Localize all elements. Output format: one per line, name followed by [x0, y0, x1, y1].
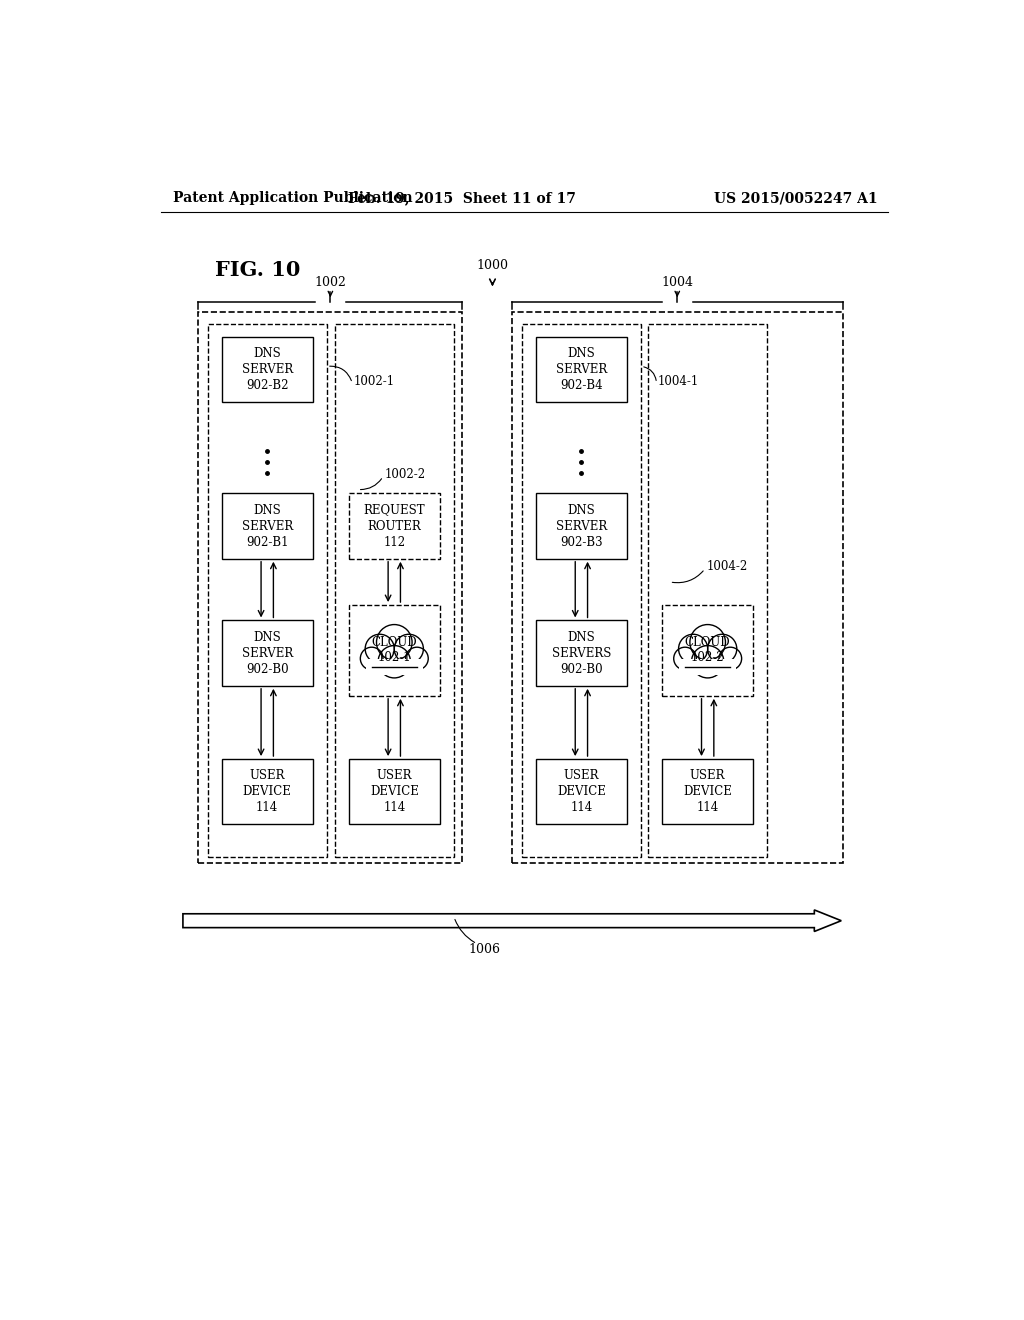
Ellipse shape [366, 630, 423, 671]
Circle shape [674, 647, 696, 669]
Bar [208, 323, 327, 857]
Circle shape [679, 635, 708, 664]
Bar [536, 620, 627, 686]
Circle shape [366, 635, 394, 664]
Bar [349, 494, 439, 558]
Text: US 2015/0052247 A1: US 2015/0052247 A1 [714, 191, 878, 206]
Text: CLOUD
102-1: CLOUD 102-1 [372, 636, 417, 664]
Text: 1002-1: 1002-1 [354, 375, 395, 388]
Bar [521, 323, 641, 857]
Text: 1000: 1000 [476, 259, 509, 272]
Bar [199, 313, 463, 863]
Circle shape [406, 647, 428, 669]
Circle shape [691, 645, 724, 678]
Text: DNS
SERVERS
902-B0: DNS SERVERS 902-B0 [552, 631, 611, 676]
Circle shape [394, 635, 423, 664]
Text: DNS
SERVER
902-B2: DNS SERVER 902-B2 [242, 347, 293, 392]
FancyArrow shape [183, 909, 842, 932]
Bar [366, 659, 423, 675]
Text: DNS
SERVER
902-B3: DNS SERVER 902-B3 [556, 503, 607, 549]
Text: USER
DEVICE
114: USER DEVICE 114 [243, 770, 292, 814]
Text: DNS
SERVER
902-B4: DNS SERVER 902-B4 [556, 347, 607, 392]
Text: FIG. 10: FIG. 10 [215, 260, 301, 280]
Bar [536, 759, 627, 825]
Bar [536, 494, 627, 558]
Text: 1002: 1002 [314, 276, 346, 289]
Text: 1004-2: 1004-2 [707, 560, 748, 573]
Text: CLOUD
102-2: CLOUD 102-2 [685, 636, 730, 664]
Bar [349, 759, 439, 825]
Text: Patent Application Publication: Patent Application Publication [173, 191, 413, 206]
Bar [222, 759, 312, 825]
Bar [222, 337, 312, 403]
Text: USER
DEVICE
114: USER DEVICE 114 [370, 770, 419, 814]
Circle shape [378, 645, 411, 678]
Text: 1002-2: 1002-2 [385, 467, 426, 480]
Text: 1004: 1004 [662, 276, 693, 289]
Text: USER
DEVICE
114: USER DEVICE 114 [557, 770, 606, 814]
Bar [222, 494, 312, 558]
Bar [222, 620, 312, 686]
Bar [512, 313, 843, 863]
Ellipse shape [679, 630, 736, 671]
Text: DNS
SERVER
902-B1: DNS SERVER 902-B1 [242, 503, 293, 549]
Text: USER
DEVICE
114: USER DEVICE 114 [683, 770, 732, 814]
Circle shape [708, 635, 737, 664]
Circle shape [690, 624, 725, 660]
Circle shape [719, 647, 741, 669]
Text: Feb. 19, 2015  Sheet 11 of 17: Feb. 19, 2015 Sheet 11 of 17 [348, 191, 575, 206]
Bar [349, 605, 439, 696]
Text: 1004-1: 1004-1 [658, 375, 699, 388]
Bar [335, 323, 454, 857]
Text: 1006: 1006 [469, 944, 501, 957]
Circle shape [377, 624, 412, 660]
Bar [536, 337, 627, 403]
Circle shape [360, 647, 383, 669]
Text: REQUEST
ROUTER
112: REQUEST ROUTER 112 [364, 503, 425, 549]
Bar [663, 759, 753, 825]
Bar [648, 323, 767, 857]
Bar [663, 605, 753, 696]
Bar [679, 659, 736, 675]
Text: DNS
SERVER
902-B0: DNS SERVER 902-B0 [242, 631, 293, 676]
